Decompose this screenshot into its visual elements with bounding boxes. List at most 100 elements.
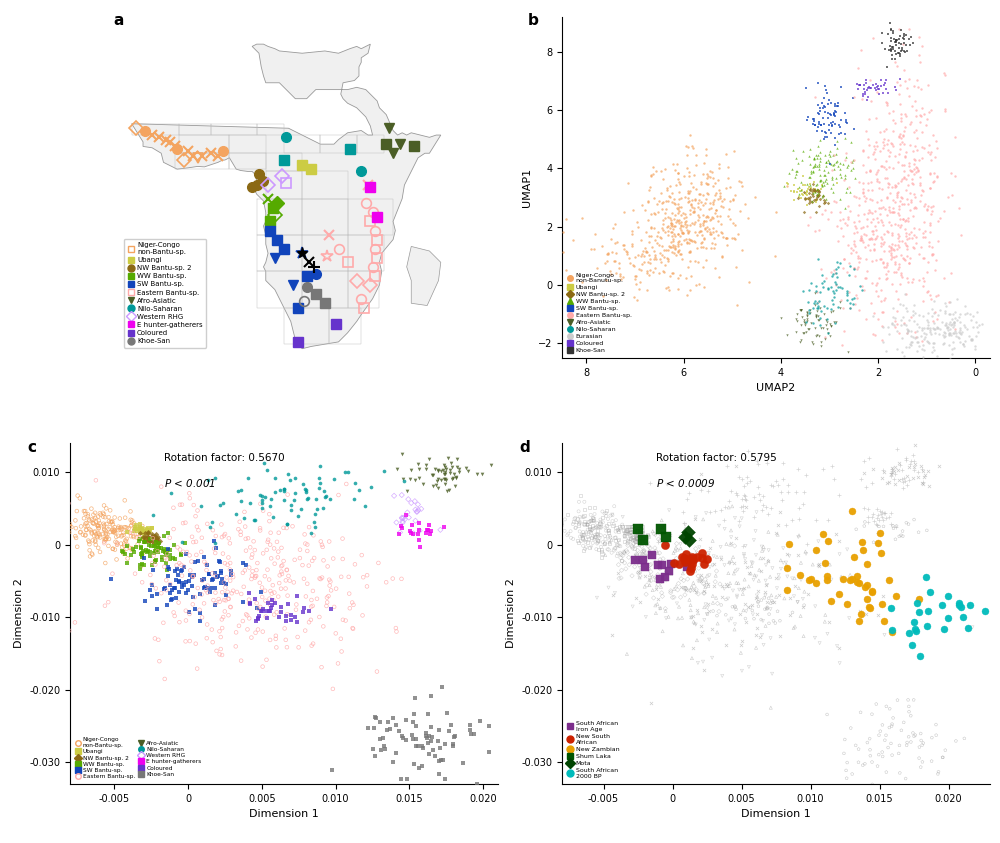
Point (914, 335, 930, 348)
Point (810, 121, 826, 134)
Point (629, 524, 645, 537)
Point (820, 282, 836, 295)
Point (255, 504, 271, 518)
Point (727, 232, 743, 245)
Point (281, 569, 297, 583)
Point (257, 569, 273, 583)
Point (666, 583, 682, 596)
Point (138, 523, 154, 536)
Point (778, 558, 794, 572)
Point (435, 753, 451, 766)
Point (587, 501, 603, 514)
Point (110, 522, 126, 535)
Point (885, 711, 901, 725)
Point (575, 528, 591, 541)
Point (889, 242, 905, 255)
Point (842, 204, 858, 217)
Point (252, 522, 268, 535)
Point (675, 548, 691, 561)
Point (807, 182, 823, 196)
Point (144, 529, 160, 543)
Point (462, 723, 478, 737)
Point (977, 604, 993, 617)
Point (830, 97, 846, 110)
Point (915, 338, 931, 352)
Point (688, 618, 704, 631)
Point (119, 556, 135, 569)
Point (683, 599, 699, 612)
Point (142, 550, 158, 563)
Point (394, 512, 410, 525)
Point (811, 189, 827, 202)
Point (660, 224, 676, 238)
Point (580, 535, 596, 549)
Point (899, 323, 915, 336)
Point (671, 600, 687, 614)
Point (894, 41, 910, 55)
Point (688, 545, 704, 559)
Point (835, 572, 851, 585)
Point (894, 197, 910, 211)
Point (767, 249, 783, 262)
Point (865, 31, 881, 45)
Point (850, 250, 866, 263)
Point (824, 459, 840, 472)
Point (741, 275, 757, 288)
Point (760, 525, 776, 539)
Point (889, 519, 905, 533)
Point (662, 562, 678, 576)
Point (684, 193, 700, 207)
Point (684, 557, 700, 571)
Point (875, 320, 891, 334)
Point (863, 175, 879, 189)
Point (873, 230, 889, 244)
Point (904, 335, 920, 348)
Point (583, 530, 599, 544)
Point (713, 199, 729, 212)
Point (89, 529, 105, 543)
Point (208, 541, 224, 555)
Point (618, 244, 634, 258)
Point (690, 255, 706, 269)
Point (647, 599, 663, 612)
Point (623, 526, 639, 540)
Point (887, 180, 903, 194)
Point (213, 642, 229, 656)
Point (411, 524, 427, 537)
Point (445, 737, 461, 750)
Point (791, 513, 807, 526)
Point (423, 733, 439, 747)
Point (895, 298, 911, 312)
Point (876, 227, 892, 240)
Point (807, 158, 823, 171)
Point (160, 526, 176, 540)
Point (651, 266, 667, 279)
Point (643, 558, 659, 572)
Point (919, 112, 935, 126)
Point (805, 177, 821, 191)
Point (174, 569, 190, 583)
Point (406, 706, 422, 720)
Point (900, 179, 916, 192)
Point (860, 81, 876, 94)
Point (266, 608, 282, 621)
Point (862, 243, 878, 256)
Point (677, 191, 693, 204)
Point (673, 248, 689, 261)
Point (783, 185, 799, 198)
Point (215, 610, 231, 624)
Point (587, 227, 603, 240)
Point (884, 316, 900, 330)
Point (945, 320, 961, 334)
Point (920, 255, 936, 269)
Point (254, 497, 270, 510)
Point (323, 603, 339, 616)
Point (882, 186, 898, 200)
Point (800, 218, 816, 232)
Point (393, 772, 409, 786)
Point (916, 107, 932, 121)
Point (568, 521, 584, 534)
Point (590, 527, 606, 540)
Point (144, 578, 160, 592)
Point (322, 575, 338, 588)
